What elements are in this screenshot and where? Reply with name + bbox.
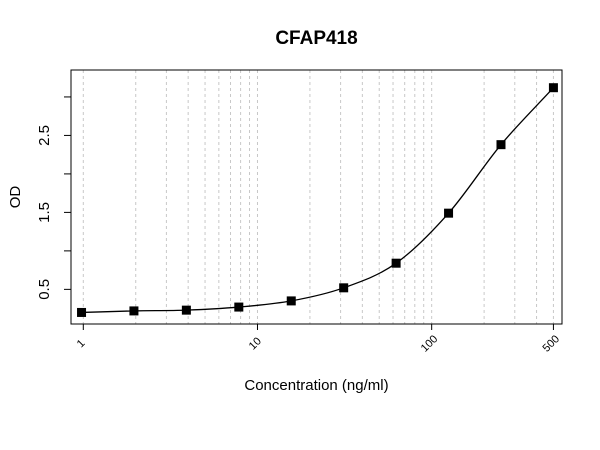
- fit-curve: [81, 87, 554, 314]
- data-point: [444, 208, 454, 218]
- grid-lines: [82, 70, 554, 324]
- x-tick-label: 1: [75, 337, 88, 350]
- x-axis: 1 10 100 500: [75, 324, 562, 355]
- x-tick-label: 500: [541, 333, 562, 354]
- data-point: [234, 302, 244, 312]
- chart-title: CFAP418: [275, 28, 357, 49]
- data-point: [77, 307, 87, 317]
- y-tick-label: 1.5: [36, 202, 53, 223]
- data-point: [129, 306, 139, 316]
- x-tick-label: 100: [419, 333, 440, 354]
- x-axis-label: Concentration (ng/ml): [244, 377, 388, 394]
- data-point: [391, 258, 401, 268]
- y-axis: 0.5 1.5 2.5: [36, 96, 71, 300]
- y-tick-label: 2.5: [36, 125, 53, 146]
- data-points: [77, 83, 558, 317]
- x-tick-label: 10: [247, 335, 264, 352]
- data-point: [339, 283, 349, 293]
- data-point: [548, 83, 558, 93]
- y-tick-label: 0.5: [36, 279, 53, 300]
- data-point: [181, 305, 191, 315]
- data-point: [286, 296, 296, 306]
- data-point: [496, 140, 506, 150]
- plot-frame: [70, 69, 563, 325]
- y-axis-label: OD: [7, 186, 24, 209]
